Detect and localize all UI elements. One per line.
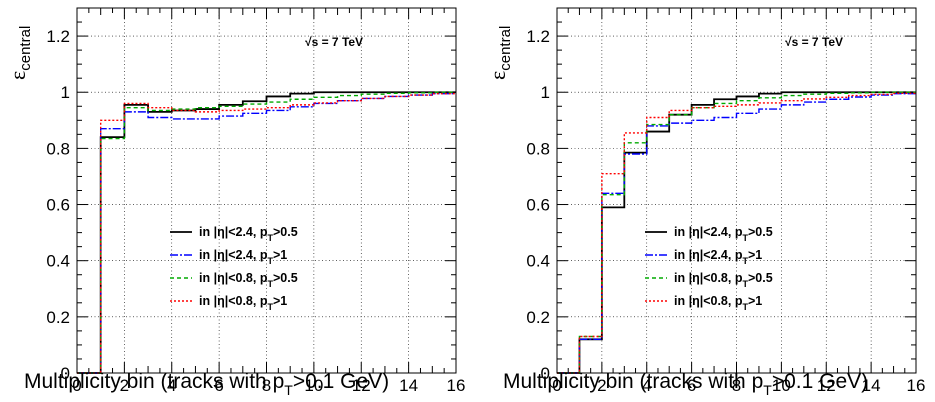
y-tick-label: 1.2 — [526, 27, 550, 46]
y-tick-label: 1 — [61, 83, 70, 102]
legend-label: in |η|<2.4, pT>0.5 — [674, 225, 773, 243]
legend-label: in |η|<2.4, pT>1 — [674, 248, 762, 266]
y-tick-label: 0.4 — [46, 252, 70, 271]
y-tick-label: 0.2 — [46, 308, 70, 327]
energy-annotation: √s = 7 TeV — [785, 35, 843, 49]
x-tick-label: 16 — [447, 376, 466, 395]
x-tick-label: 16 — [907, 376, 926, 395]
y-tick-label: 0.2 — [526, 308, 550, 327]
y-tick-label: 0.8 — [46, 139, 70, 158]
y-tick-label: 0.6 — [526, 196, 550, 215]
y-axis-label: εcentral — [5, 26, 34, 80]
legend-label: in |η|<0.8, pT>1 — [199, 294, 287, 312]
y-tick-label: 0.8 — [526, 139, 550, 158]
x-tick-label: 14 — [399, 376, 418, 395]
y-tick-label: 1 — [541, 83, 550, 102]
energy-annotation: √s = 7 TeV — [305, 35, 363, 49]
legend-label: in |η|<0.8, pT>0.5 — [674, 271, 773, 289]
y-tick-label: 0.6 — [46, 196, 70, 215]
y-axis-label: εcentral — [485, 26, 514, 80]
legend-label: in |η|<0.8, pT>1 — [674, 294, 762, 312]
y-tick-label: 0.4 — [526, 252, 550, 271]
legend-label: in |η|<2.4, pT>1 — [199, 248, 287, 266]
legend-label: in |η|<0.8, pT>0.5 — [199, 271, 298, 289]
y-tick-label: 1.2 — [46, 27, 70, 46]
legend-label: in |η|<2.4, pT>0.5 — [199, 225, 298, 243]
